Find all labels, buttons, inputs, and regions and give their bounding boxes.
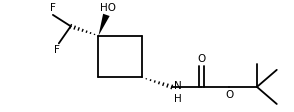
Text: F: F [54, 45, 60, 55]
Text: O: O [225, 90, 233, 100]
Text: HO: HO [100, 3, 116, 13]
Text: O: O [197, 54, 206, 64]
Polygon shape [98, 14, 110, 36]
Text: F: F [50, 3, 56, 13]
Text: N: N [174, 81, 181, 91]
Text: H: H [174, 94, 181, 104]
